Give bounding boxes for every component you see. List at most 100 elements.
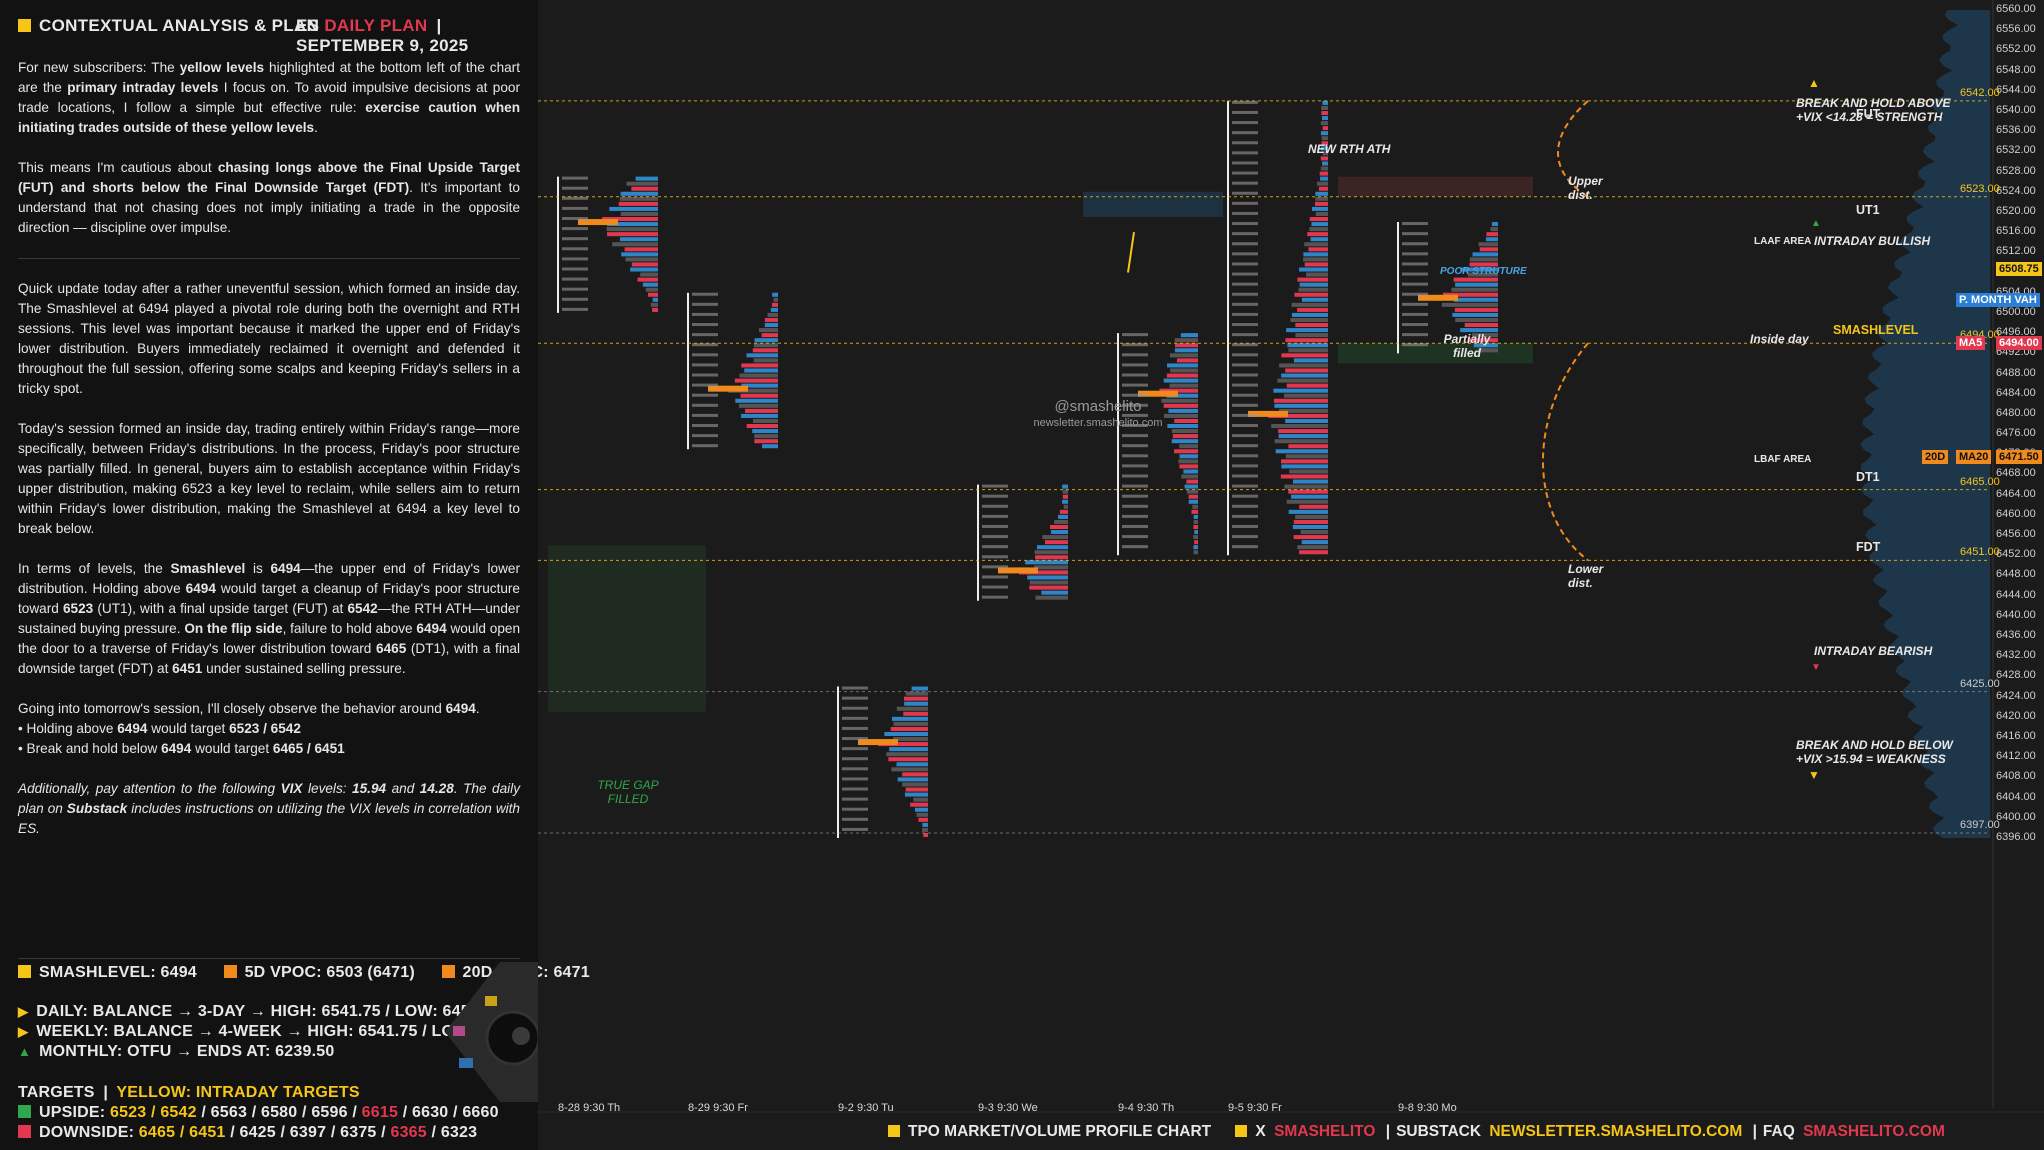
volume-bar bbox=[1029, 580, 1068, 585]
tpo-letters bbox=[692, 444, 718, 448]
tpo-letters bbox=[1232, 363, 1258, 367]
tpo-letters bbox=[1122, 383, 1148, 387]
price-tick-label: 6440.00 bbox=[1996, 608, 2036, 621]
break-below-note: BREAK AND HOLD BELOW +VIX >15.94 = WEAKN… bbox=[1796, 738, 1953, 766]
volume-bar bbox=[1317, 181, 1328, 186]
volume-bar bbox=[650, 302, 658, 307]
volume-bar bbox=[1455, 317, 1498, 323]
tpo-letters bbox=[1232, 121, 1258, 125]
tpo-letters bbox=[1122, 373, 1148, 377]
volume-bar bbox=[1050, 530, 1068, 535]
volume-bar bbox=[1315, 191, 1328, 196]
tpo-profile-chart[interactable]: @smashelito newsletter.smashelito.com NE… bbox=[538, 0, 2044, 1150]
volume-bar bbox=[1300, 530, 1328, 535]
level-price-label: 6465.00 bbox=[1960, 475, 2000, 488]
tpo-letters bbox=[562, 257, 588, 261]
volume-bar bbox=[606, 222, 658, 227]
volume-bar bbox=[1301, 540, 1328, 545]
red-down-icon: ▼ bbox=[1811, 662, 1821, 673]
volume-bar bbox=[1478, 348, 1498, 353]
tpo-letters bbox=[1232, 494, 1258, 498]
play-triangle-icon: ▶ bbox=[18, 1024, 29, 1039]
volume-bar bbox=[754, 439, 778, 444]
volume-bar bbox=[735, 398, 778, 403]
tpo-letters bbox=[692, 373, 718, 377]
level-price-label: 6425.00 bbox=[1960, 677, 2000, 690]
tpo-letters bbox=[842, 777, 868, 781]
tpo-letters bbox=[1232, 413, 1258, 417]
volume-bar bbox=[1486, 232, 1498, 237]
volume-bar bbox=[626, 181, 658, 186]
tpo-letters bbox=[842, 757, 868, 761]
volume-bar bbox=[910, 802, 928, 807]
volume-bar bbox=[1490, 227, 1498, 232]
tpo-letters bbox=[1402, 222, 1428, 226]
price-tick-label: 6428.00 bbox=[1996, 669, 2036, 682]
tpo-letters bbox=[1232, 504, 1258, 508]
tpo-letters bbox=[1402, 302, 1428, 306]
poor-structure-box bbox=[1083, 191, 1223, 217]
price-tick-label: 6536.00 bbox=[1996, 124, 2036, 137]
price-tick-label: 6512.00 bbox=[1996, 245, 2036, 258]
session-date-label: 9-2 9:30 Tu bbox=[838, 1102, 894, 1114]
volume-bar bbox=[1041, 590, 1068, 595]
down-arrow-icon: ▼ bbox=[1808, 768, 1820, 782]
tpo-letters bbox=[1232, 161, 1258, 165]
volume-bar bbox=[1288, 444, 1328, 449]
volume-bar bbox=[1298, 287, 1328, 292]
volume-bar bbox=[1277, 378, 1328, 383]
volume-bar bbox=[1286, 499, 1328, 504]
volume-bar bbox=[890, 726, 928, 731]
tpo-letters bbox=[692, 343, 718, 347]
tpo-letters bbox=[1232, 110, 1258, 114]
price-tick-label: 6544.00 bbox=[1996, 83, 2036, 96]
volume-bar bbox=[1278, 434, 1328, 439]
tpo-letters bbox=[1122, 363, 1148, 367]
tpo-letters bbox=[1232, 100, 1258, 104]
volume-bar bbox=[902, 782, 928, 787]
volume-bar bbox=[1161, 398, 1198, 403]
tpo-letters bbox=[1122, 393, 1148, 397]
volume-bar bbox=[1290, 317, 1328, 323]
volume-bar bbox=[1320, 176, 1328, 181]
volume-bar bbox=[1297, 545, 1328, 550]
volume-bar bbox=[888, 757, 928, 762]
chart-canvas[interactable] bbox=[538, 0, 2044, 1150]
volume-bar bbox=[1472, 333, 1498, 338]
volume-bar bbox=[1285, 368, 1328, 373]
tpo-letters bbox=[842, 807, 868, 811]
price-tick-label: 6468.00 bbox=[1996, 467, 2036, 480]
volume-bar bbox=[1299, 504, 1328, 509]
level-name-label: FUT bbox=[1856, 106, 1881, 121]
volume-bar bbox=[1453, 277, 1498, 282]
volume-bar bbox=[752, 418, 778, 423]
tpo-letters bbox=[1232, 545, 1258, 549]
inside-day-label: Inside day bbox=[1750, 332, 1809, 346]
volume-bar bbox=[1321, 141, 1328, 146]
volume-bar bbox=[758, 328, 778, 333]
volume-bar bbox=[1321, 110, 1328, 116]
tpo-letters bbox=[1232, 393, 1258, 397]
price-tick-label: 6464.00 bbox=[1996, 487, 2036, 500]
volume-bar bbox=[918, 817, 928, 822]
volume-bar bbox=[1469, 257, 1498, 262]
tpo-letters bbox=[1232, 252, 1258, 256]
volume-bar bbox=[1193, 535, 1198, 540]
volume-bar bbox=[1320, 156, 1328, 161]
volume-bar bbox=[1320, 146, 1328, 151]
tpo-letters bbox=[982, 514, 1008, 518]
volume-bar bbox=[893, 721, 928, 726]
volume-bar bbox=[652, 297, 658, 302]
tpo-letters bbox=[1232, 524, 1258, 528]
price-tick-label: 6416.00 bbox=[1996, 730, 2036, 743]
tpo-letters bbox=[1122, 514, 1148, 518]
price-tick-label: 6400.00 bbox=[1996, 810, 2036, 823]
volume-bar bbox=[1167, 424, 1198, 429]
volume-bar bbox=[1320, 166, 1328, 171]
price-tick-label: 6436.00 bbox=[1996, 629, 2036, 642]
volume-bar bbox=[1291, 494, 1328, 499]
volume-bar bbox=[741, 383, 778, 388]
volume-bar bbox=[773, 297, 778, 302]
tpo-letters bbox=[1402, 232, 1428, 236]
tpo-letters bbox=[982, 545, 1008, 549]
